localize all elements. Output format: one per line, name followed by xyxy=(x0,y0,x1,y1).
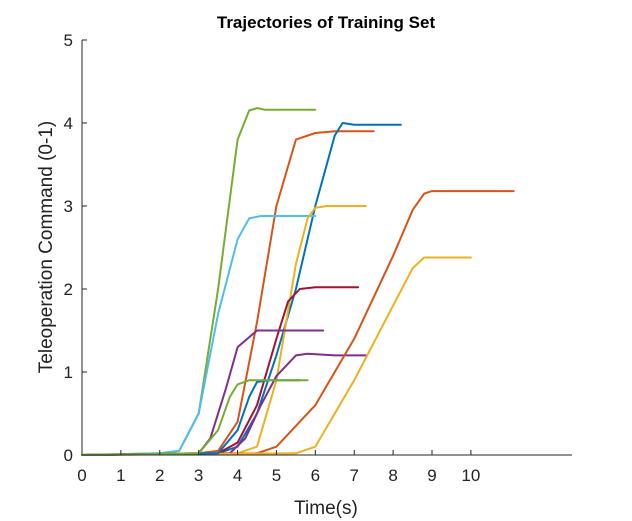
x-tick-label: 1 xyxy=(116,466,125,485)
x-tick-label: 5 xyxy=(272,466,281,485)
x-tick-label: 10 xyxy=(461,466,480,485)
series-line-4 xyxy=(81,215,317,456)
axes xyxy=(81,40,572,456)
y-tick-label: 3 xyxy=(64,197,73,216)
x-axis-label: Time(s) xyxy=(294,498,358,519)
x-tick-label: 2 xyxy=(155,466,164,485)
series-line-10 xyxy=(81,256,472,456)
series-line-9 xyxy=(81,190,515,456)
x-tick-label: 8 xyxy=(388,466,397,485)
series-line-8 xyxy=(81,352,367,456)
x-tick-label: 9 xyxy=(427,466,436,485)
x-tick-label: 3 xyxy=(194,466,203,485)
x-ticks: 0 1 2 3 4 5 6 7 8 9 10 xyxy=(77,450,480,485)
x-tick-label: 7 xyxy=(349,466,358,485)
y-axis-label: Teleoperation Command (0-1) xyxy=(36,121,57,373)
series-line-6 xyxy=(81,286,360,456)
y-tick-label: 1 xyxy=(64,363,73,382)
series-line-5 xyxy=(81,205,367,456)
y-ticks: 0 1 2 3 4 5 xyxy=(64,31,87,465)
y-tick-label: 0 xyxy=(64,446,73,465)
series-line-2 xyxy=(81,130,375,456)
x-tick-label: 0 xyxy=(77,466,86,485)
plot-lines xyxy=(81,107,515,456)
x-tick-label: 4 xyxy=(233,466,242,485)
series-line-1 xyxy=(81,107,317,456)
y-tick-label: 4 xyxy=(64,114,73,133)
y-tick-label: 5 xyxy=(64,31,73,50)
y-tick-label: 2 xyxy=(64,280,73,299)
chart-title: Trajectories of Training Set xyxy=(217,13,436,32)
x-tick-label: 6 xyxy=(311,466,320,485)
series-line-3 xyxy=(81,122,402,456)
